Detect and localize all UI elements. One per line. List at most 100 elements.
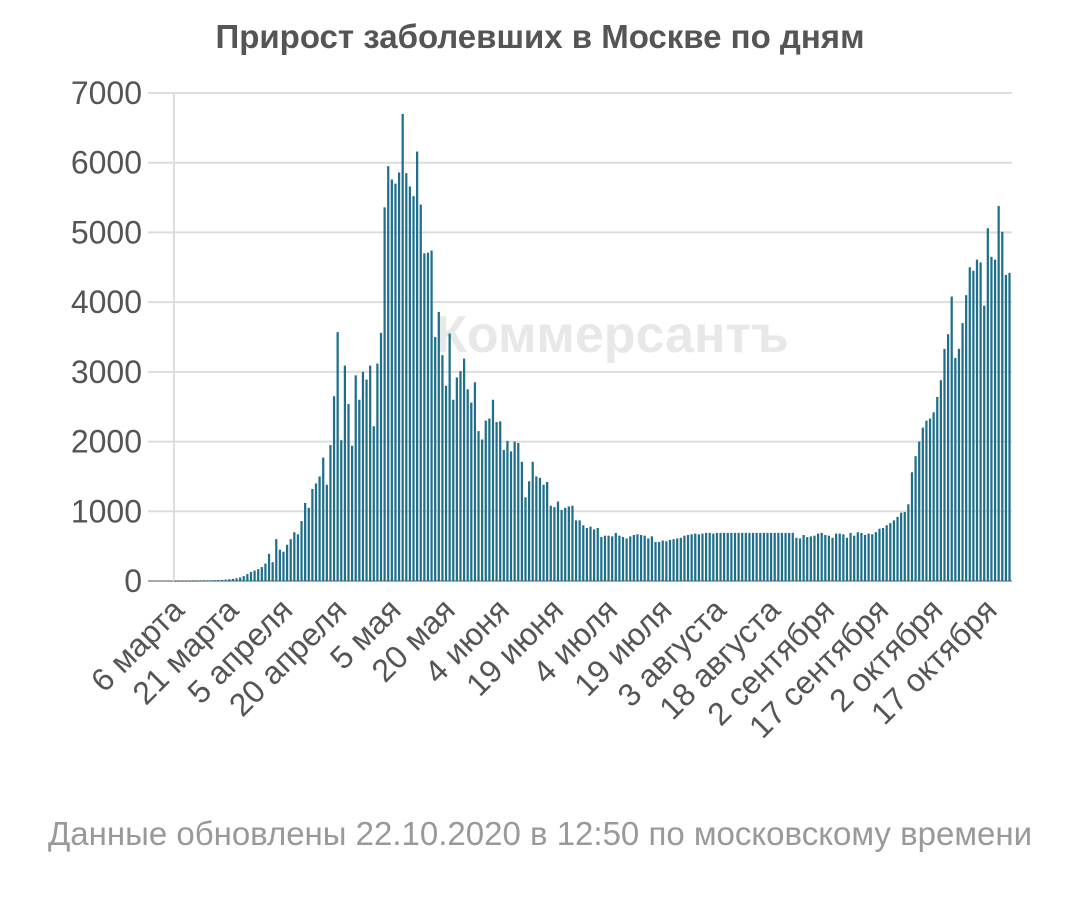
bar	[910, 472, 914, 581]
bar	[636, 534, 639, 581]
bar	[267, 553, 271, 581]
bar	[242, 576, 245, 581]
bar	[296, 534, 300, 581]
chart-title: Прирост заболевших в Москве по дням	[215, 18, 865, 55]
bar	[596, 528, 599, 581]
bar	[723, 532, 726, 581]
bar	[470, 402, 473, 581]
bar	[950, 296, 953, 581]
bar	[697, 534, 700, 581]
bar	[824, 534, 827, 581]
bar	[863, 534, 867, 581]
gridlines	[148, 92, 1012, 582]
bar	[784, 532, 787, 581]
bar	[546, 482, 549, 581]
bar	[379, 332, 383, 581]
bar	[397, 172, 401, 581]
bar	[369, 365, 372, 581]
bar	[708, 532, 711, 581]
bar	[567, 506, 570, 581]
bar	[347, 403, 350, 581]
bar	[499, 421, 502, 581]
bar	[643, 535, 646, 581]
bar	[448, 333, 451, 581]
bar	[426, 252, 430, 581]
bar	[918, 441, 921, 581]
bar	[195, 580, 198, 582]
bar	[564, 507, 567, 581]
bar	[726, 532, 729, 581]
bar	[759, 532, 762, 581]
bar	[979, 262, 982, 581]
bar	[220, 579, 224, 581]
bar	[798, 538, 802, 581]
bar	[925, 420, 928, 581]
bar	[983, 305, 986, 581]
bar	[965, 295, 968, 581]
bar	[585, 528, 589, 581]
bar	[990, 256, 993, 581]
bar	[358, 399, 361, 581]
bar	[401, 113, 404, 581]
bar	[755, 532, 758, 581]
bar	[484, 420, 487, 581]
bar	[332, 396, 336, 581]
bar	[690, 534, 693, 581]
bar	[206, 580, 209, 582]
bar	[181, 580, 184, 582]
bar	[311, 488, 314, 581]
bar	[210, 580, 213, 581]
bar	[459, 371, 462, 581]
bar	[607, 535, 610, 581]
bar	[502, 449, 505, 581]
bar	[466, 389, 469, 581]
bar	[419, 204, 422, 582]
bar	[383, 207, 386, 581]
bar	[730, 532, 733, 581]
bar	[188, 580, 191, 582]
bar	[820, 532, 823, 581]
bar	[928, 418, 932, 581]
bar	[853, 535, 856, 581]
bar	[1004, 274, 1008, 581]
bar	[661, 540, 664, 581]
bar	[986, 228, 989, 581]
bar	[372, 426, 375, 581]
bar	[679, 537, 682, 581]
bar	[639, 534, 643, 581]
bar	[777, 532, 780, 581]
bar	[275, 539, 278, 581]
bar	[527, 481, 531, 581]
bar	[968, 267, 971, 581]
bar	[491, 399, 495, 581]
bar	[748, 532, 751, 581]
bar	[249, 571, 253, 581]
bar	[842, 534, 845, 581]
bar	[932, 412, 935, 581]
bar	[831, 537, 834, 581]
bar	[574, 520, 578, 581]
bars	[174, 113, 1011, 582]
bar	[593, 529, 596, 581]
bar	[907, 504, 910, 581]
bar	[437, 311, 440, 581]
bar	[538, 477, 542, 581]
bar	[350, 445, 354, 581]
bar	[896, 516, 899, 581]
bar	[322, 457, 325, 581]
bar	[712, 533, 715, 581]
y-tick-label: 2000	[71, 424, 142, 460]
bar	[282, 551, 285, 581]
bar	[213, 580, 216, 581]
bar	[509, 451, 513, 581]
bar	[878, 528, 881, 581]
bar	[300, 521, 303, 581]
bar	[336, 332, 339, 581]
bar	[809, 536, 812, 581]
bar	[611, 536, 614, 581]
bar	[838, 533, 841, 581]
y-tick-label: 6000	[71, 145, 142, 181]
bar	[228, 579, 231, 581]
bar	[614, 532, 617, 581]
bar	[462, 358, 466, 581]
